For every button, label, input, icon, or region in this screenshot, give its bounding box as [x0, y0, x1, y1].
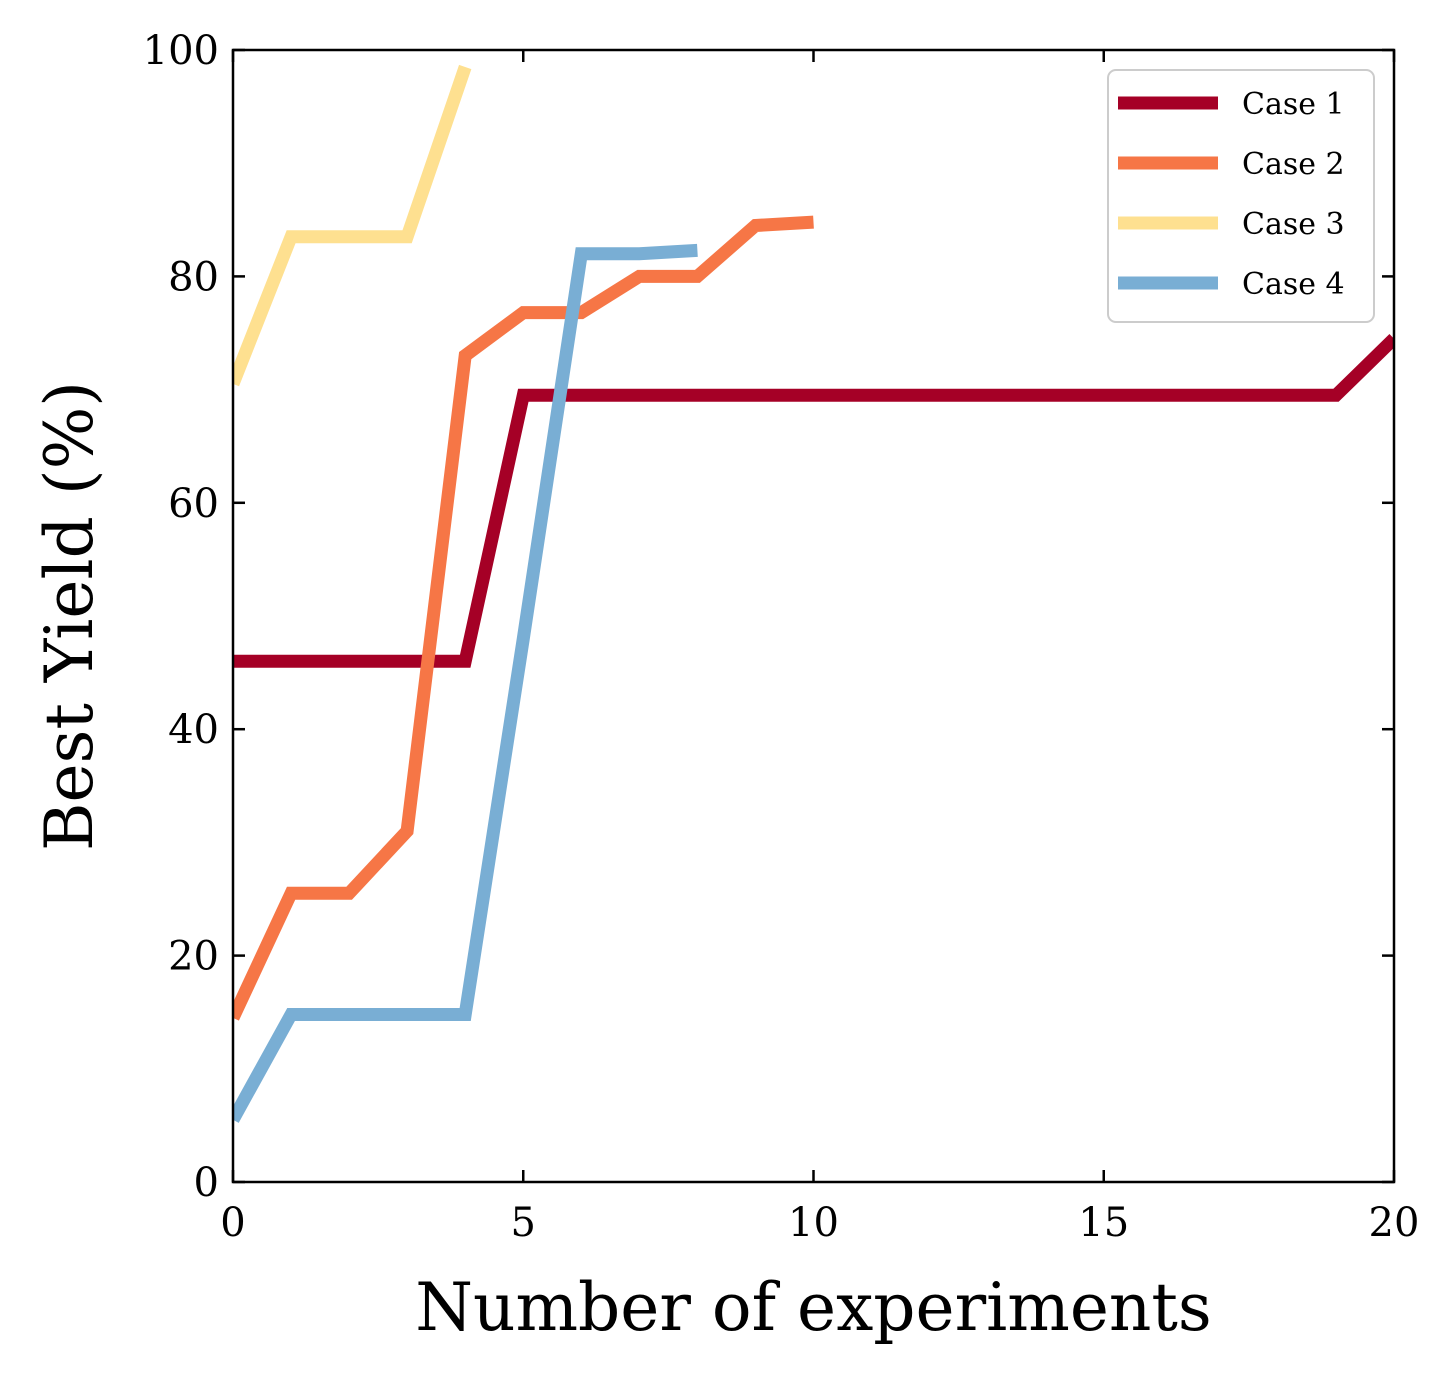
x-tick-label: 5	[511, 1200, 536, 1246]
series-line-case-2	[233, 215, 814, 1021]
series-line-case-4	[233, 243, 698, 1123]
legend: Case 1 Case 2 Case 3 Case 4	[1107, 69, 1375, 323]
legend-box	[1107, 69, 1375, 323]
series-line-case-1	[233, 334, 1394, 668]
x-tick-label: 15	[1078, 1200, 1129, 1246]
y-tick-label: 0	[194, 1160, 219, 1206]
y-tick-label: 100	[143, 28, 219, 74]
legend-label-case-4: Case 4	[1242, 267, 1345, 302]
y-tick-label: 60	[168, 481, 219, 527]
y-tick-label: 20	[168, 934, 219, 980]
x-tick-label: 20	[1369, 1200, 1420, 1246]
y-tick-label: 40	[168, 707, 219, 753]
ticks-layer: 0 5 10 15 20 0 20 40 60 80 100	[143, 28, 1420, 1246]
x-tick-label: 10	[788, 1200, 839, 1246]
x-axis-title: Number of experiments	[415, 1269, 1212, 1346]
x-tick-label: 0	[220, 1200, 245, 1246]
legend-label-case-3: Case 3	[1242, 207, 1345, 242]
y-tick-label: 80	[168, 254, 219, 300]
y-axis-title: Best Yield (%)	[31, 381, 108, 851]
series-layer	[233, 64, 1394, 1123]
legend-label-case-2: Case 2	[1242, 147, 1345, 182]
legend-label-case-1: Case 1	[1242, 87, 1345, 122]
series-line-case-3	[233, 64, 472, 387]
